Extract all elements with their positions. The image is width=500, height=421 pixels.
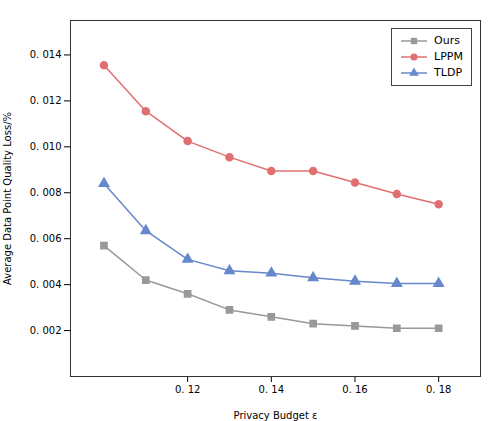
html-text:LPPM: LPPM (434, 50, 463, 63)
svg-text:0. 14: 0. 14 (259, 384, 284, 395)
svg-text:Average Data Point Quality Los: Average Data Point Quality Loss/% (2, 112, 13, 285)
svg-text:0. 010: 0. 010 (30, 141, 62, 152)
svg-text:0. 004: 0. 004 (30, 279, 62, 290)
svg-text:0. 012: 0. 012 (30, 95, 62, 106)
html-text:TLDP: TLDP (434, 66, 463, 79)
svg-text:0. 008: 0. 008 (30, 187, 62, 198)
svg-text:0. 014: 0. 014 (30, 49, 62, 60)
html-text:Ours: Ours (434, 34, 460, 47)
svg-text:0. 18: 0. 18 (426, 384, 451, 395)
svg-text:0. 002: 0. 002 (30, 325, 62, 336)
svg-text:0. 006: 0. 006 (30, 233, 62, 244)
svg-text:Privacy Budget ε: Privacy Budget ε (234, 410, 318, 421)
svg-text:0. 12: 0. 12 (175, 384, 200, 395)
svg-text:0. 16: 0. 16 (342, 384, 367, 395)
